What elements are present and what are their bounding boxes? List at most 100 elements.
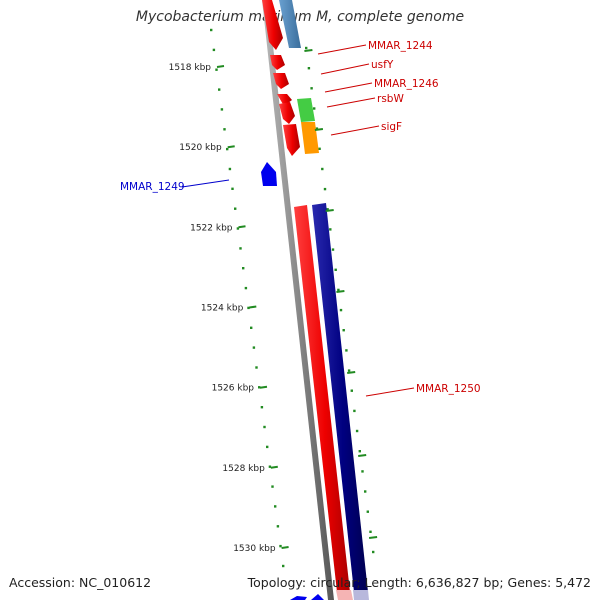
tick-dot (260, 406, 264, 409)
label-rsbw[interactable]: rsbW (377, 93, 404, 105)
tick-label: 1524 kbp (201, 304, 244, 314)
tick-dot (337, 288, 340, 292)
tick-dot (218, 88, 221, 91)
leader-sigf (330, 125, 380, 136)
tick-dot (276, 525, 280, 528)
gene-arrow-sigf-red[interactable] (283, 124, 300, 156)
tick-dot (315, 127, 319, 130)
tick-dot (263, 425, 266, 429)
major-tick-outer (325, 209, 334, 212)
major-tick-outer (368, 536, 378, 539)
tick-dot (234, 207, 237, 210)
gene-arrow-bottom-light-navy (353, 590, 369, 600)
map-title: Mycobacterium marinum M, complete genome (135, 9, 465, 25)
tick-dot (366, 510, 369, 513)
tick-dot (334, 268, 337, 271)
accession-text: Accession: NC_010612 (9, 575, 152, 590)
tick-label: 1520 kbp (179, 143, 222, 153)
tick-dot (345, 349, 348, 352)
major-tick-outer (314, 128, 324, 131)
tick-dot (350, 389, 353, 392)
major-tick-outer (347, 371, 356, 374)
tick-dot (313, 107, 316, 110)
label-mmar-1249[interactable]: MMAR_1249 (120, 181, 185, 193)
tick-label: 1528 kbp (222, 464, 265, 474)
tick-dot (279, 544, 282, 548)
label-mmar-1246[interactable]: MMAR_1246 (374, 78, 439, 90)
tick-dot (310, 87, 313, 90)
leader-mmar-1244 (317, 44, 367, 55)
tick-label: 1526 kbp (212, 384, 255, 394)
major-tick (270, 465, 278, 469)
tick-dot (223, 128, 226, 131)
tick-circle-outer (305, 46, 375, 554)
major-tick-outer (304, 49, 313, 52)
leader-usfy (320, 63, 370, 75)
tick-dot (258, 386, 261, 389)
genome-summary-text: Topology: circular; Length: 6,636,827 bp… (247, 575, 591, 590)
label-usfy[interactable]: usfY (371, 59, 394, 71)
leader-mmar-1249 (181, 179, 230, 188)
backbone (262, 0, 334, 600)
gene-arrow-mmar-1243[interactable] (262, 0, 283, 50)
gene-block-sigf[interactable] (301, 122, 319, 154)
label-mmar-1250[interactable]: MMAR_1250 (416, 383, 481, 395)
tick-dot (210, 28, 213, 32)
tick-dot (347, 369, 351, 372)
tick-dot (239, 247, 242, 250)
gene-arrow-mmar-1249[interactable] (261, 162, 277, 186)
gene-arrow-usfy[interactable] (270, 55, 285, 70)
major-tick (227, 145, 235, 149)
tick-dot (212, 48, 216, 52)
tick-dot (226, 147, 229, 151)
tick-dot (372, 550, 375, 554)
label-sigf[interactable]: sigF (381, 121, 402, 133)
tick-label: 1518 kbp (169, 63, 212, 73)
tick-dot (326, 208, 329, 211)
tick-dot (228, 167, 232, 171)
tick-dot (339, 308, 343, 312)
tick-dot (215, 68, 218, 71)
major-tick-outer (358, 454, 367, 457)
tick-dot (329, 228, 332, 231)
tick-circle-inner (210, 28, 285, 568)
tick-dot (282, 564, 285, 568)
tick-dot (305, 46, 308, 50)
gene-arrow-small[interactable] (277, 94, 292, 106)
gene-bar-mmar-1250-red[interactable] (294, 205, 350, 592)
tick-dot (252, 346, 256, 349)
tick-dot (355, 429, 359, 433)
tick-dot (358, 450, 361, 453)
gene-arrow-bottom-blue-1 (290, 596, 307, 600)
major-tick (259, 385, 268, 389)
major-tick (249, 305, 257, 309)
tick-dot (244, 286, 248, 290)
gene-arrow-mmar-1246[interactable] (273, 73, 289, 89)
gene-arrow-bottom-blue-2 (311, 594, 324, 600)
gene-bar-mmar-1250-navy[interactable] (312, 203, 368, 592)
label-mmar-1244[interactable]: MMAR_1244 (368, 40, 433, 52)
tick-dot (271, 485, 274, 488)
tick-dot (266, 445, 269, 449)
tick-dot (242, 267, 245, 270)
gene-block-rsbw[interactable] (297, 98, 315, 122)
tick-label: 1522 kbp (190, 223, 233, 233)
tick-dot (220, 108, 224, 111)
gene-arrow-mmar-1244[interactable] (279, 0, 301, 48)
gene-arrow-rsbw-red[interactable] (279, 102, 295, 124)
major-tick (281, 546, 289, 549)
leader-mmar-1246 (324, 82, 373, 93)
gene-arrow-bottom-light-red (336, 590, 353, 600)
tick-dot (247, 306, 250, 310)
tick-dot (255, 366, 258, 369)
tick-dot (369, 530, 372, 533)
tick-dot (307, 67, 311, 70)
tick-dot (361, 470, 364, 473)
tick-dot (321, 167, 324, 171)
major-tick-outer (336, 290, 345, 293)
tick-dot (274, 505, 277, 508)
tick-label: 1530 kbp (233, 544, 276, 554)
tick-dot (331, 248, 335, 251)
